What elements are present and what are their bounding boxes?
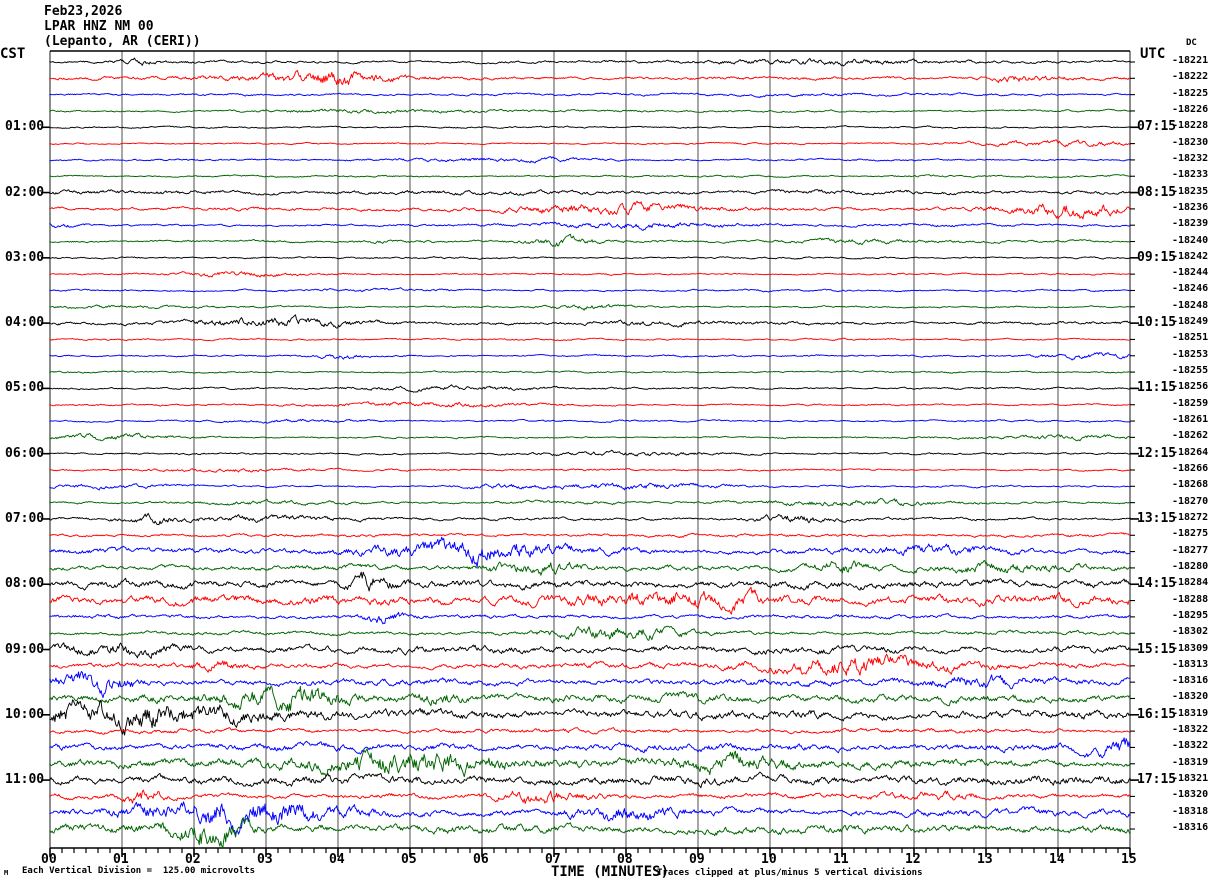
dc-value: -18321 bbox=[1172, 773, 1209, 785]
left-hour-label-0200: 02:00 bbox=[5, 184, 45, 200]
dc-value: -18313 bbox=[1172, 658, 1209, 670]
dc-value: -18316 bbox=[1172, 822, 1209, 834]
left-hour-label-0900: 09:00 bbox=[5, 641, 45, 657]
dc-value: -18275 bbox=[1172, 528, 1209, 540]
dc-value: -18226 bbox=[1172, 103, 1209, 115]
dc-value: -18302 bbox=[1172, 626, 1209, 638]
dc-value: -18256 bbox=[1172, 381, 1209, 393]
right-timezone-label: UTC bbox=[1140, 46, 1166, 62]
dc-value: -18239 bbox=[1172, 218, 1209, 230]
x-tick-01: 01 bbox=[113, 852, 129, 867]
x-tick-15: 15 bbox=[1121, 852, 1137, 867]
dc-value: -18322 bbox=[1172, 724, 1209, 736]
dc-value: -18318 bbox=[1172, 805, 1209, 817]
dc-column-header: DC bbox=[1186, 38, 1197, 48]
dc-value: -18270 bbox=[1172, 495, 1209, 507]
dc-value: -18259 bbox=[1172, 397, 1209, 409]
right-hour-label-1415: 14:15 bbox=[1137, 576, 1177, 592]
left-hour-label-1100: 11:00 bbox=[5, 772, 45, 788]
x-tick-08: 08 bbox=[617, 852, 633, 867]
x-tick-09: 09 bbox=[689, 852, 705, 867]
left-hour-label-1000: 10:00 bbox=[5, 706, 45, 722]
dc-value: -18319 bbox=[1172, 756, 1209, 768]
footer-tiny-mark: M bbox=[4, 869, 9, 877]
dc-value: -18251 bbox=[1172, 332, 1209, 344]
dc-value: -18266 bbox=[1172, 463, 1209, 474]
left-timezone-label: CST bbox=[0, 46, 26, 62]
dc-value: -18235 bbox=[1172, 185, 1209, 197]
dc-value: -18240 bbox=[1172, 234, 1209, 246]
right-hour-label-0915: 09:15 bbox=[1137, 249, 1177, 265]
dc-value: -18236 bbox=[1172, 201, 1209, 213]
dc-value: -18248 bbox=[1172, 299, 1209, 311]
dc-value: -18316 bbox=[1172, 675, 1209, 687]
x-axis-title: TIME (MINUTES) bbox=[551, 864, 670, 880]
dc-value: -18264 bbox=[1172, 446, 1209, 458]
footer-scale-note: Each Vertical Division = 125.00 microvol… bbox=[22, 866, 255, 876]
dc-value: -18322 bbox=[1172, 740, 1209, 752]
x-tick-14: 14 bbox=[1049, 852, 1065, 867]
x-tick-12: 12 bbox=[905, 852, 921, 867]
left-hour-label-0500: 05:00 bbox=[5, 380, 45, 396]
right-hour-label-0815: 08:15 bbox=[1137, 184, 1177, 200]
x-tick-06: 06 bbox=[473, 852, 489, 867]
dc-value: -18295 bbox=[1172, 609, 1209, 621]
dc-value: -18280 bbox=[1172, 560, 1209, 572]
right-hour-label-1215: 12:15 bbox=[1137, 445, 1177, 461]
footer-clip-note: Traces clipped at plus/minus 5 vertical … bbox=[657, 868, 923, 878]
dc-value: -18261 bbox=[1172, 414, 1209, 426]
dc-value: -18277 bbox=[1172, 544, 1209, 556]
dc-value: -18242 bbox=[1172, 250, 1209, 262]
x-tick-05: 05 bbox=[401, 852, 417, 867]
dc-value: -18319 bbox=[1172, 707, 1209, 719]
x-tick-04: 04 bbox=[329, 852, 345, 867]
dc-value: -18272 bbox=[1172, 511, 1209, 523]
left-hour-label-0300: 03:00 bbox=[5, 249, 45, 265]
dc-value: -18288 bbox=[1172, 593, 1209, 605]
left-hour-label-0600: 06:00 bbox=[5, 445, 45, 461]
dc-value: -18255 bbox=[1172, 365, 1209, 377]
dc-value: -18262 bbox=[1172, 430, 1209, 442]
header-site: (Lepanto, AR (CERI)) bbox=[44, 34, 201, 49]
x-tick-00: 00 bbox=[41, 852, 57, 867]
right-hour-label-1615: 16:15 bbox=[1137, 706, 1177, 722]
dc-value: -18284 bbox=[1172, 577, 1209, 589]
left-hour-label-0400: 04:00 bbox=[5, 315, 45, 331]
x-tick-02: 02 bbox=[185, 852, 201, 867]
x-tick-13: 13 bbox=[977, 852, 993, 867]
dc-value: -18249 bbox=[1172, 316, 1209, 328]
dc-value: -18253 bbox=[1172, 348, 1209, 360]
dc-value: -18225 bbox=[1172, 87, 1209, 99]
right-hour-label-1115: 11:15 bbox=[1137, 380, 1177, 396]
x-tick-10: 10 bbox=[761, 852, 777, 867]
right-hour-label-1715: 17:15 bbox=[1137, 772, 1177, 788]
right-hour-label-1015: 10:15 bbox=[1137, 315, 1177, 331]
dc-value: -18246 bbox=[1172, 283, 1209, 295]
left-hour-label-0100: 01:00 bbox=[5, 119, 45, 135]
dc-value: -18309 bbox=[1172, 642, 1209, 654]
dc-value: -18222 bbox=[1172, 71, 1209, 83]
dc-value: -18244 bbox=[1172, 267, 1209, 279]
left-hour-label-0700: 07:00 bbox=[5, 510, 45, 526]
right-hour-label-1515: 15:15 bbox=[1137, 641, 1177, 657]
header-station: LPAR HNZ NM 00 bbox=[44, 19, 154, 34]
x-tick-07: 07 bbox=[545, 852, 561, 867]
right-hour-label-1315: 13:15 bbox=[1137, 510, 1177, 526]
x-tick-11: 11 bbox=[833, 852, 849, 867]
dc-value: -18233 bbox=[1172, 169, 1209, 181]
dc-value: -18221 bbox=[1172, 55, 1209, 66]
dc-value: -18232 bbox=[1172, 152, 1209, 164]
dc-value: -18230 bbox=[1172, 136, 1209, 148]
left-hour-label-0800: 08:00 bbox=[5, 576, 45, 592]
dc-value: -18268 bbox=[1172, 479, 1209, 491]
x-tick-03: 03 bbox=[257, 852, 273, 867]
right-hour-label-0715: 07:15 bbox=[1137, 119, 1177, 135]
dc-value: -18320 bbox=[1172, 789, 1209, 801]
header-date: Feb23,2026 bbox=[44, 4, 123, 19]
dc-value: -18320 bbox=[1172, 691, 1209, 703]
dc-value: -18228 bbox=[1172, 120, 1209, 132]
